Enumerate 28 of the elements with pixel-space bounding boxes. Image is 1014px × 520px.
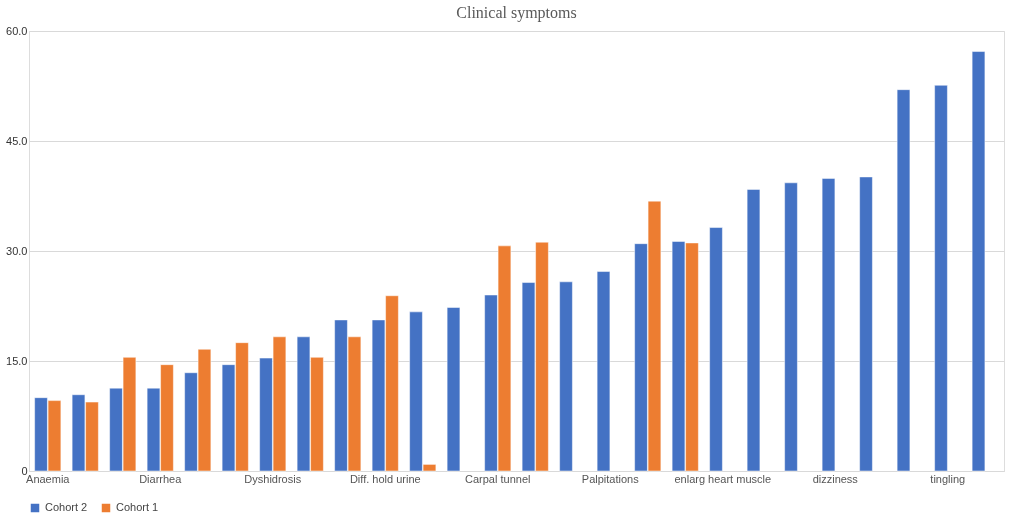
bar [971, 51, 986, 472]
bar [446, 307, 461, 472]
x-tick-label: Diarrhea [139, 472, 183, 485]
y-tick-label: 60.0 [6, 24, 28, 37]
x-tick-label: Anaemia [26, 472, 71, 485]
x-tick-label: Diff. hold urine [349, 472, 421, 485]
bar [709, 227, 723, 472]
y-tick-label: 45.0 [6, 134, 28, 147]
legend-label: Cohort 1 [116, 501, 159, 513]
bar [821, 178, 836, 472]
chart-title: Clinical symptoms [456, 4, 577, 22]
x-tick-label: Dyshidrosis [244, 472, 302, 485]
bar [896, 89, 911, 472]
bar [746, 189, 761, 472]
x-tick-label: Palpitations [581, 472, 640, 485]
y-tick-label: 30.0 [6, 244, 28, 257]
bar [934, 85, 948, 472]
y-tick-label: 0 [21, 464, 28, 477]
x-tick-label: Carpal tunnel [465, 472, 531, 485]
x-tick-label: tingling [930, 472, 966, 485]
bar [784, 182, 798, 472]
x-tick-label: enlarg heart muscle [674, 472, 772, 485]
legend-label: Cohort 2 [45, 501, 88, 513]
y-tick-label: 15.0 [6, 354, 28, 367]
bar [559, 281, 573, 472]
x-tick-label: dizziness [812, 472, 859, 485]
bar [859, 176, 873, 472]
bar [596, 271, 611, 472]
